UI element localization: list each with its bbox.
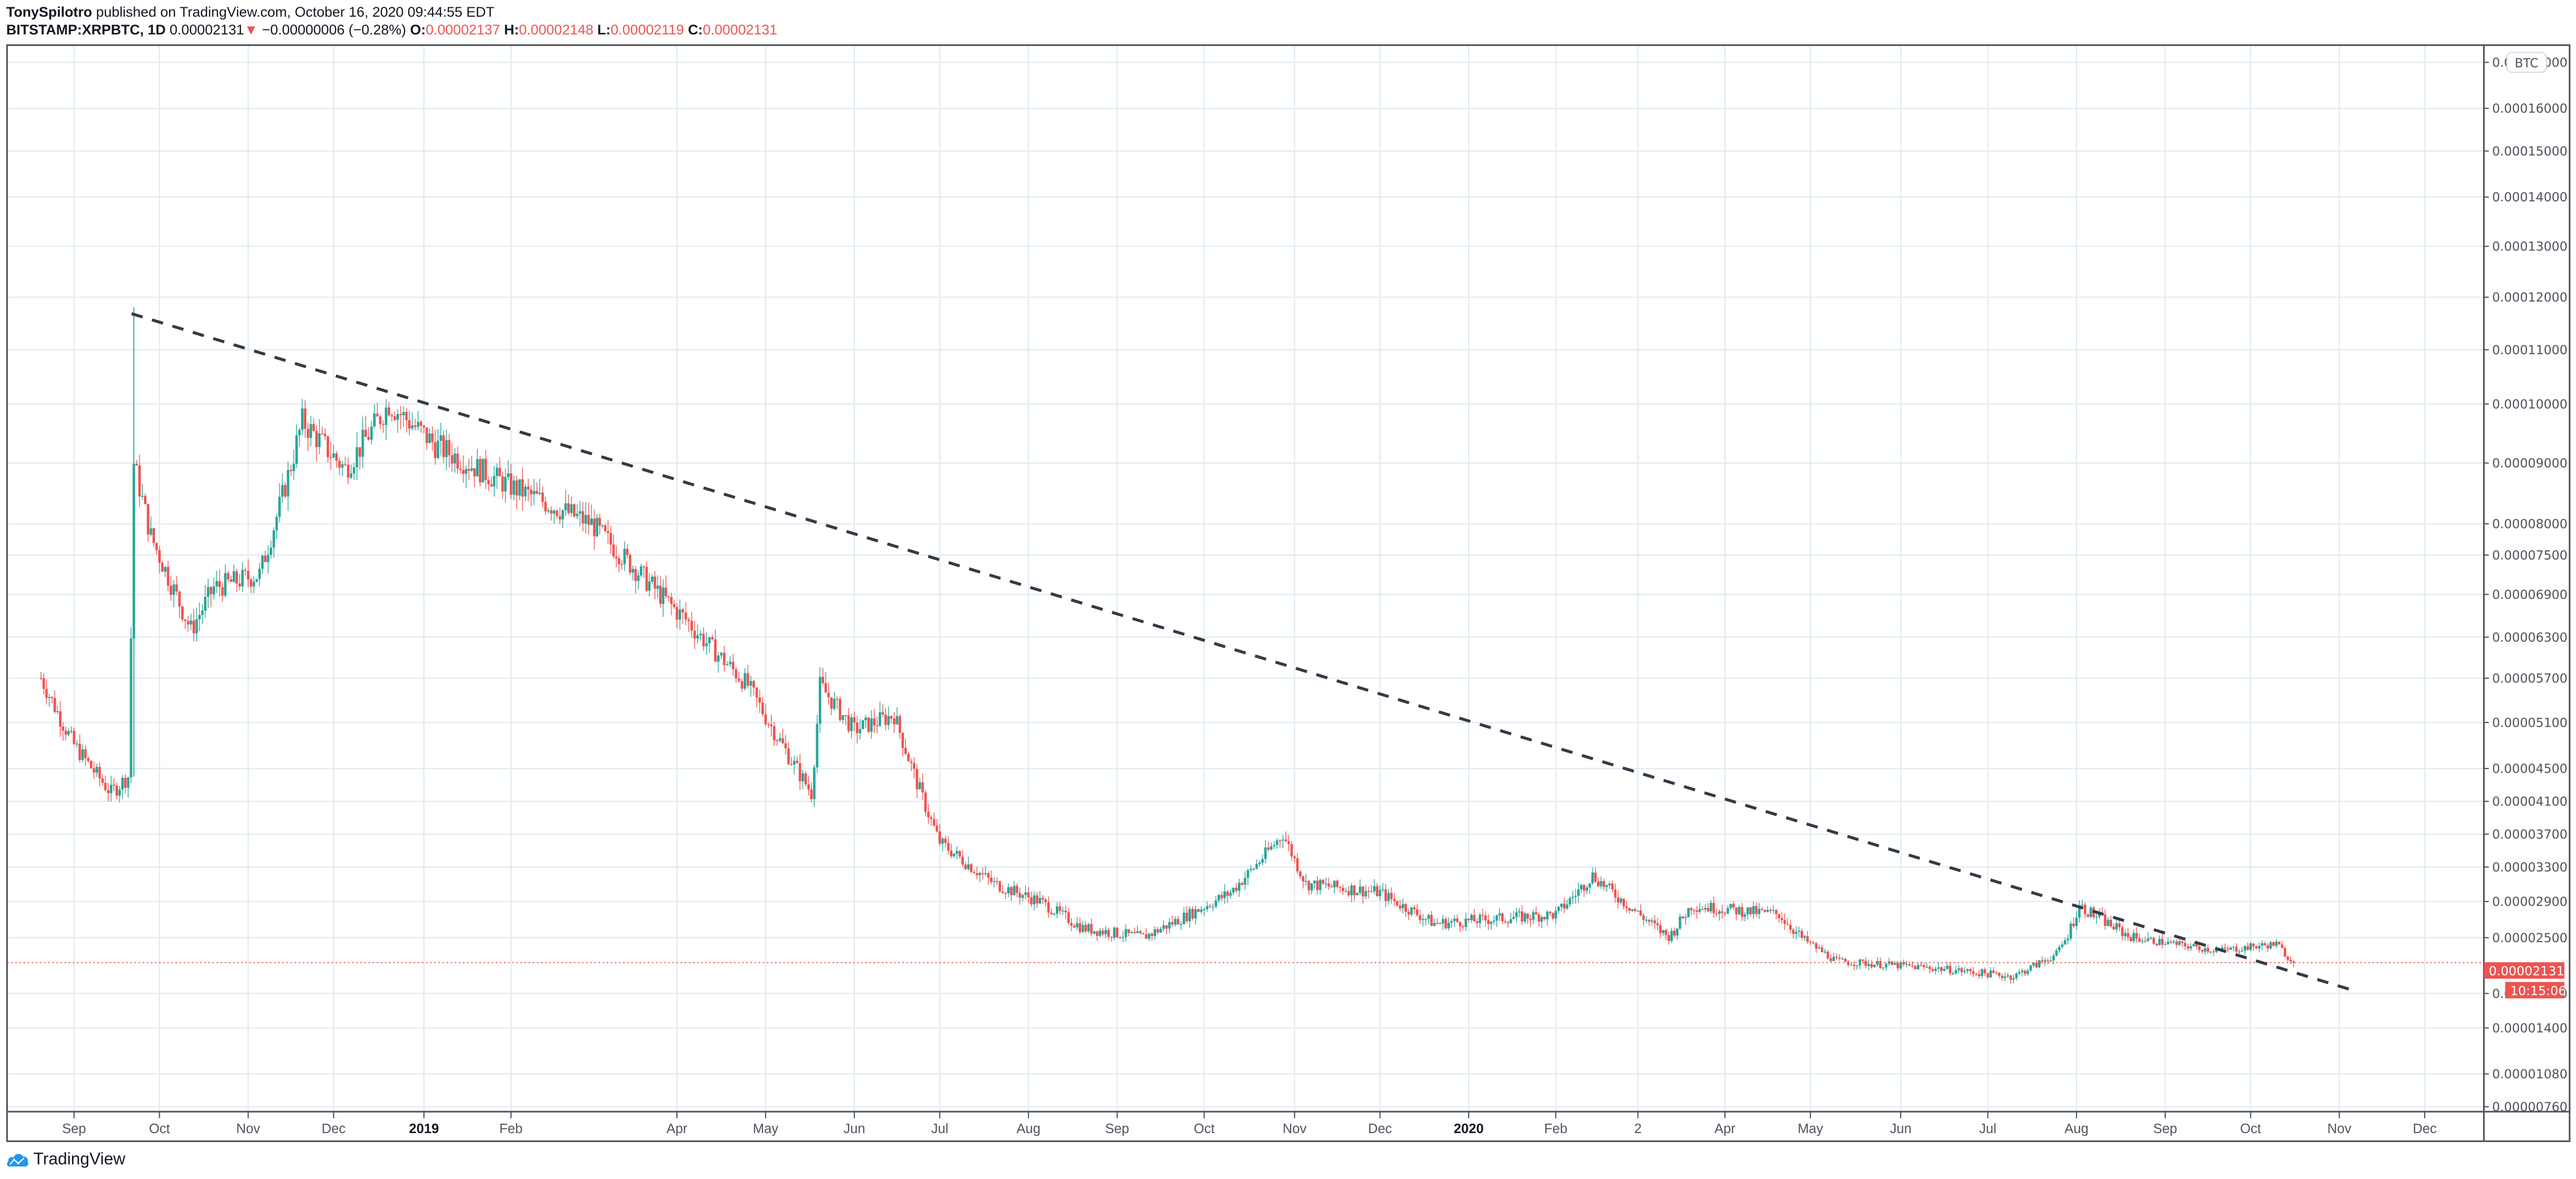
- high-label: H:: [504, 22, 519, 38]
- time-axis-label: Apr: [666, 1122, 688, 1136]
- close-label: C:: [688, 22, 703, 38]
- time-axis-label: Dec: [2413, 1122, 2437, 1136]
- time-axis-label: Aug: [2065, 1122, 2089, 1136]
- price-axis-label: 0.00004100: [2492, 795, 2568, 809]
- high-value: 0.00002148: [519, 22, 594, 38]
- price-axis-label: 0.00016000: [2492, 101, 2568, 116]
- author-name[interactable]: TonySpilotro: [6, 4, 92, 20]
- publish-info: TonySpilotro published on TradingView.co…: [6, 4, 495, 20]
- price-change: −0.00000006 (−0.28%): [261, 22, 407, 38]
- time-axis-label: Sep: [1105, 1122, 1129, 1136]
- time-axis-label: Nov: [2328, 1122, 2352, 1136]
- time-axis-label: Oct: [1194, 1122, 1214, 1136]
- price-axis-label: 0.00012000: [2492, 290, 2568, 305]
- time-axis-label: Oct: [149, 1122, 170, 1136]
- time-axis-label: 2: [1634, 1122, 1641, 1136]
- time-axis-label: Jun: [1890, 1122, 1912, 1136]
- symbol-legend: BITSTAMP:XRPBTC, 1D 0.00002131▼ −0.00000…: [6, 22, 777, 38]
- time-axis-label: Apr: [1714, 1122, 1736, 1136]
- price-axis-label: 0.00010000: [2492, 397, 2568, 412]
- price-axis-label: 0.00005100: [2492, 715, 2568, 730]
- time-axis-label: 2019: [409, 1122, 439, 1136]
- current-price-tag: 0.00002131 10:15:06: [2484, 962, 2566, 998]
- time-axis-label: Dec: [1368, 1122, 1392, 1136]
- price-axis-label: 0.00008000: [2492, 517, 2568, 532]
- open-value: 0.00002137: [425, 22, 500, 38]
- currency-badge[interactable]: BTC: [2506, 52, 2547, 73]
- price-axis-label: 0.00006300: [2492, 630, 2568, 645]
- price-axis-label: 0.00005700: [2492, 671, 2568, 685]
- price-axis-label: 0.00001400: [2492, 1021, 2568, 1036]
- price-axis-label: 0.00011000: [2492, 343, 2568, 357]
- time-axis-label: Jul: [931, 1122, 948, 1136]
- tradingview-logo[interactable]: TradingView: [6, 1149, 125, 1169]
- time-axis-label: Oct: [2240, 1122, 2261, 1136]
- price-axis-label: 0.00013000: [2492, 239, 2568, 254]
- close-value: 0.00002131: [702, 22, 778, 38]
- countdown-label: 10:15:06: [2510, 983, 2566, 998]
- time-axis-label: Feb: [499, 1122, 522, 1136]
- brand-name: TradingView: [33, 1149, 126, 1168]
- price-axis-label: 0.00007500: [2492, 548, 2568, 562]
- last-price: 0.00002131: [170, 22, 244, 38]
- time-axis-label: Dec: [321, 1122, 345, 1136]
- time-axis-label: Jul: [1979, 1122, 1996, 1136]
- tradingview-cloud-icon: [7, 1153, 29, 1166]
- time-axis-label: Jun: [843, 1122, 865, 1136]
- price-axis-label: 0.00002900: [2492, 895, 2568, 909]
- time-axis-label: Sep: [62, 1122, 86, 1136]
- price-axis-label: 0.00014000: [2492, 190, 2568, 204]
- time-axis-label: May: [1798, 1122, 1823, 1136]
- price-axis-label: 0.00004500: [2492, 762, 2568, 776]
- time-axis-label: Feb: [1544, 1122, 1567, 1136]
- chart-border: [6, 44, 2571, 1142]
- price-axis-label: 0.00006900: [2492, 587, 2568, 602]
- open-label: O:: [410, 22, 426, 38]
- published-text: published on TradingView.com, October 16…: [96, 4, 495, 20]
- price-axis-label: 0.00009000: [2492, 456, 2568, 471]
- price-axis[interactable]: 0.000170000.000160000.000150000.00014000…: [2484, 55, 2568, 1114]
- candlestick-series: [40, 307, 2295, 984]
- price-axis-label: 0.00002500: [2492, 931, 2568, 945]
- low-value: 0.00002119: [611, 22, 684, 38]
- dashed-trendline[interactable]: [131, 312, 2353, 992]
- price-axis-label: 0.00003700: [2492, 827, 2568, 841]
- price-axis-label: 0.00000760: [2492, 1100, 2568, 1114]
- symbol-title: BITSTAMP:XRPBTC, 1D: [6, 22, 166, 38]
- time-axis-label: Nov: [1283, 1122, 1307, 1136]
- price-axis-label: 0.00015000: [2492, 144, 2568, 159]
- time-axis-label: 2020: [1454, 1122, 1484, 1136]
- chart-grid: [7, 45, 2484, 1112]
- time-axis-label: Aug: [1017, 1122, 1041, 1136]
- current-price-label: 0.00002131: [2489, 964, 2564, 979]
- down-triangle-icon: ▼: [244, 22, 258, 38]
- price-axis-label: 0.00003300: [2492, 860, 2568, 874]
- time-axis-label: Sep: [2153, 1122, 2177, 1136]
- currency-badge-label: BTC: [2514, 56, 2538, 70]
- time-axis-label: Nov: [236, 1122, 260, 1136]
- price-axis-label: 0.00001080: [2492, 1067, 2568, 1081]
- low-label: L:: [597, 22, 611, 38]
- time-axis[interactable]: Sep Oct Nov Dec 2019 Feb Apr May Jun Jul Aug Sep Oct…: [62, 1111, 2437, 1136]
- time-axis-label: May: [753, 1122, 779, 1136]
